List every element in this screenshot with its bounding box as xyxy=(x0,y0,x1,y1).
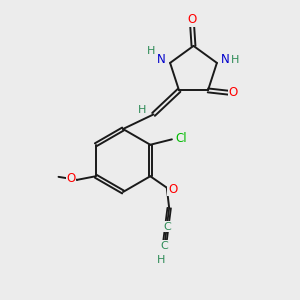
Text: C: C xyxy=(163,222,171,232)
Text: O: O xyxy=(229,86,238,99)
Text: C: C xyxy=(160,241,168,251)
Text: H: H xyxy=(138,105,146,115)
Text: Cl: Cl xyxy=(176,132,187,145)
Text: H: H xyxy=(231,56,240,65)
Text: N: N xyxy=(221,53,230,66)
Text: O: O xyxy=(168,183,177,196)
Text: N: N xyxy=(157,53,166,66)
Text: O: O xyxy=(67,172,76,185)
Text: H: H xyxy=(157,255,165,265)
Text: H: H xyxy=(147,46,156,56)
Text: O: O xyxy=(188,13,196,26)
